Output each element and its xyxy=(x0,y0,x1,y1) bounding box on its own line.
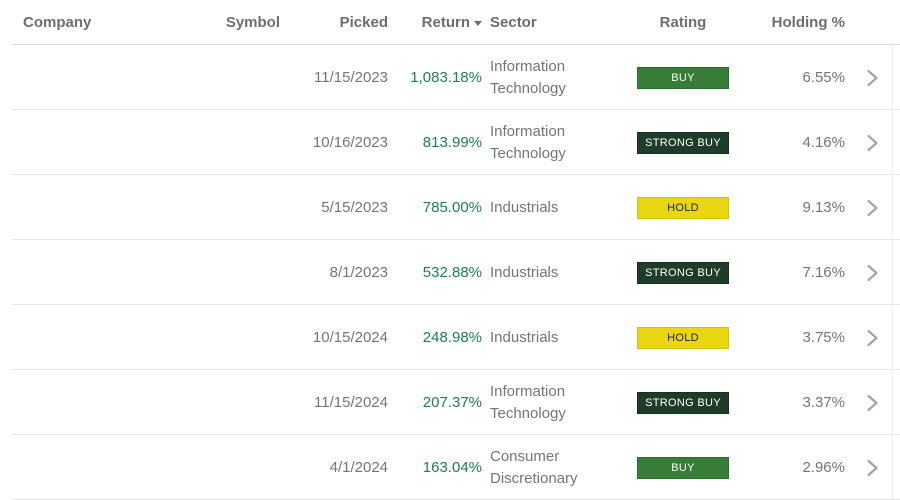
sector-cell: Industrials xyxy=(490,328,559,346)
return-cell: 785.00% xyxy=(422,199,482,216)
table-row[interactable]: 11/15/2024 207.37% Information Technolog… xyxy=(0,370,900,435)
column-header-picked[interactable]: Picked xyxy=(339,14,388,31)
table-header: Company Symbol Picked Return Sector Rati… xyxy=(0,0,900,45)
picked-cell: 10/16/2023 xyxy=(312,134,388,151)
sort-desc-icon xyxy=(474,21,482,26)
row-detail-button[interactable] xyxy=(845,264,900,282)
scrollbar-track-edge xyxy=(892,46,893,500)
table-row[interactable]: 4/1/2024 163.04% Consumer Discretionary … xyxy=(0,435,900,500)
return-cell: 532.88% xyxy=(422,264,482,281)
rating-cell: STRONG BUY xyxy=(607,131,759,154)
sector-cell: Information Technology xyxy=(490,122,566,162)
table-row[interactable]: 10/15/2024 248.98% Industrials HOLD 3.75… xyxy=(0,305,900,370)
chevron-right-icon xyxy=(867,394,878,411)
return-cell: 1,083.18% xyxy=(410,69,482,86)
column-header-sector[interactable]: Sector xyxy=(490,13,537,31)
rating-cell: STRONG BUY xyxy=(607,261,759,284)
chevron-right-icon xyxy=(867,329,878,346)
column-header-symbol[interactable]: Symbol xyxy=(225,14,280,31)
table-row[interactable]: 10/16/2023 813.99% Information Technolog… xyxy=(0,110,900,175)
row-detail-button[interactable] xyxy=(845,199,900,217)
sector-cell: Industrials xyxy=(490,198,559,216)
holding-cell: 4.16% xyxy=(802,134,845,151)
chevron-right-icon xyxy=(867,69,878,86)
rating-cell: BUY xyxy=(607,456,759,479)
rating-badge: HOLD xyxy=(637,196,729,219)
sector-cell: Consumer Discretionary xyxy=(490,447,578,487)
table-row[interactable]: 5/15/2023 785.00% Industrials HOLD 9.13% xyxy=(0,175,900,240)
row-detail-button[interactable] xyxy=(845,69,900,87)
sector-cell: Information Technology xyxy=(490,57,566,97)
chevron-right-icon xyxy=(867,134,878,151)
rating-badge: BUY xyxy=(637,66,729,89)
rating-badge: BUY xyxy=(637,456,729,479)
rating-badge: STRONG BUY xyxy=(637,261,729,284)
picked-cell: 4/1/2024 xyxy=(329,459,388,476)
return-cell: 248.98% xyxy=(422,329,482,346)
picked-cell: 11/15/2024 xyxy=(314,394,388,411)
holding-cell: 7.16% xyxy=(802,264,845,281)
picked-cell: 10/15/2024 xyxy=(312,329,388,346)
row-detail-button[interactable] xyxy=(845,134,900,152)
row-detail-button[interactable] xyxy=(845,459,900,477)
rating-cell: HOLD xyxy=(607,326,759,349)
column-header-rating[interactable]: Rating xyxy=(659,14,707,31)
rating-cell: HOLD xyxy=(607,196,759,219)
holding-cell: 9.13% xyxy=(802,199,845,216)
sector-cell: Information Technology xyxy=(490,382,566,422)
rating-badge: STRONG BUY xyxy=(637,131,729,154)
return-cell: 207.37% xyxy=(422,394,482,411)
row-detail-button[interactable] xyxy=(845,329,900,347)
holding-cell: 6.55% xyxy=(802,69,845,86)
holding-cell: 3.75% xyxy=(802,329,845,346)
return-cell: 813.99% xyxy=(422,134,482,151)
holding-cell: 3.37% xyxy=(802,394,845,411)
return-cell: 163.04% xyxy=(422,459,482,476)
picked-cell: 5/15/2023 xyxy=(321,199,388,216)
column-header-company[interactable]: Company xyxy=(23,14,92,31)
column-header-holding[interactable]: Holding % xyxy=(771,14,845,31)
picked-cell: 8/1/2023 xyxy=(329,264,388,281)
rating-badge: STRONG BUY xyxy=(637,391,729,414)
table-row[interactable]: 11/15/2023 1,083.18% Information Technol… xyxy=(0,45,900,110)
rating-cell: BUY xyxy=(607,66,759,89)
rating-badge: HOLD xyxy=(637,326,729,349)
row-detail-button[interactable] xyxy=(845,394,900,412)
chevron-right-icon xyxy=(867,199,878,216)
return-header-label: Return xyxy=(421,14,470,31)
chevron-right-icon xyxy=(867,264,878,281)
holding-cell: 2.96% xyxy=(802,459,845,476)
chevron-right-icon xyxy=(867,459,878,476)
rating-cell: STRONG BUY xyxy=(607,391,759,414)
column-header-return[interactable]: Return xyxy=(388,14,482,31)
picked-cell: 11/15/2023 xyxy=(314,69,388,86)
table-row[interactable]: 8/1/2023 532.88% Industrials STRONG BUY … xyxy=(0,240,900,305)
sector-cell: Industrials xyxy=(490,263,559,281)
